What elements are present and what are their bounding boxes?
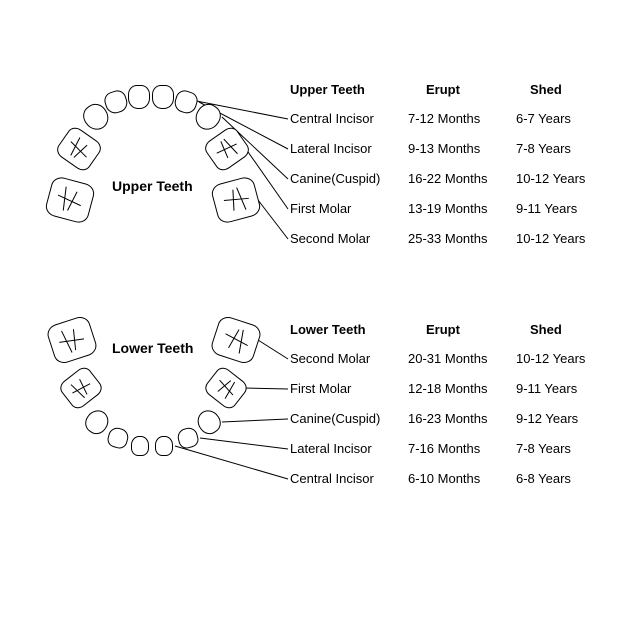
tooth-name: Second Molar xyxy=(290,223,408,253)
tooth-name: Lateral Incisor xyxy=(290,433,408,463)
upper-incisor-tooth xyxy=(152,85,174,109)
shed-value: 7-8 Years xyxy=(516,433,609,463)
shed-value: 10-12 Years xyxy=(516,163,609,193)
table-row: First Molar12-18 Months9-11 Years xyxy=(290,373,609,403)
lower-arch-label: Lower Teeth xyxy=(112,340,193,356)
erupt-value: 7-12 Months xyxy=(408,103,516,133)
lower-incisor-tooth xyxy=(176,426,200,450)
erupt-value: 7-16 Months xyxy=(408,433,516,463)
shed-value: 10-12 Years xyxy=(516,343,609,373)
erupt-value: 16-23 Months xyxy=(408,403,516,433)
table-row: Canine(Cuspid)16-22 Months10-12 Years xyxy=(290,163,609,193)
col-name-upper: Upper Teeth xyxy=(290,80,408,103)
dental-chart-canvas: Upper Teeth Lower Teeth Upper Teeth Erup… xyxy=(0,0,640,640)
col-shed: Shed xyxy=(516,320,609,343)
lower-incisor-tooth xyxy=(155,436,173,456)
shed-value: 6-7 Years xyxy=(516,103,609,133)
erupt-value: 12-18 Months xyxy=(408,373,516,403)
tooth-name: Canine(Cuspid) xyxy=(290,403,408,433)
shed-value: 9-11 Years xyxy=(516,373,609,403)
col-erupt: Erupt xyxy=(408,80,516,103)
upper-molar-tooth xyxy=(210,175,263,225)
upper-molar-tooth xyxy=(202,124,253,174)
table-row: Canine(Cuspid)16-23 Months9-12 Years xyxy=(290,403,609,433)
col-name-lower: Lower Teeth xyxy=(290,320,408,343)
table-row: Central Incisor7-12 Months6-7 Years xyxy=(290,103,609,133)
col-erupt: Erupt xyxy=(408,320,516,343)
erupt-value: 16-22 Months xyxy=(408,163,516,193)
lower-molar-tooth xyxy=(45,314,99,366)
table-row: Lateral Incisor7-16 Months7-8 Years xyxy=(290,433,609,463)
table-row: First Molar13-19 Months9-11 Years xyxy=(290,193,609,223)
lower-molar-tooth xyxy=(209,314,263,366)
tooth-name: Canine(Cuspid) xyxy=(290,163,408,193)
upper-arch-label: Upper Teeth xyxy=(112,178,193,194)
upper-molar-tooth xyxy=(44,175,97,225)
lower-incisor-tooth xyxy=(106,426,130,450)
shed-value: 6-8 Years xyxy=(516,463,609,493)
tooth-name: First Molar xyxy=(290,373,408,403)
tooth-name: Central Incisor xyxy=(290,463,408,493)
tooth-name: Lateral Incisor xyxy=(290,133,408,163)
erupt-value: 6-10 Months xyxy=(408,463,516,493)
lower-molar-tooth xyxy=(57,364,105,411)
upper-teeth-table: Upper Teeth Erupt Shed Central Incisor7-… xyxy=(290,80,609,253)
upper-molar-tooth xyxy=(54,124,105,174)
lower-canine-tooth xyxy=(193,406,225,438)
shed-value: 7-8 Years xyxy=(516,133,609,163)
table-row: Lateral Incisor9-13 Months7-8 Years xyxy=(290,133,609,163)
lower-teeth-table: Lower Teeth Erupt Shed Second Molar20-31… xyxy=(290,320,609,493)
shed-value: 9-11 Years xyxy=(516,193,609,223)
lower-molar-tooth xyxy=(202,364,250,411)
tooth-name: Central Incisor xyxy=(290,103,408,133)
upper-incisor-tooth xyxy=(128,85,150,109)
table-row: Second Molar20-31 Months10-12 Years xyxy=(290,343,609,373)
tooth-name: Second Molar xyxy=(290,343,408,373)
erupt-value: 9-13 Months xyxy=(408,133,516,163)
tooth-name: First Molar xyxy=(290,193,408,223)
erupt-value: 13-19 Months xyxy=(408,193,516,223)
erupt-value: 25-33 Months xyxy=(408,223,516,253)
table-row: Central Incisor6-10 Months6-8 Years xyxy=(290,463,609,493)
table-row: Second Molar25-33 Months10-12 Years xyxy=(290,223,609,253)
lower-incisor-tooth xyxy=(131,436,149,456)
shed-value: 9-12 Years xyxy=(516,403,609,433)
shed-value: 10-12 Years xyxy=(516,223,609,253)
erupt-value: 20-31 Months xyxy=(408,343,516,373)
col-shed: Shed xyxy=(516,80,609,103)
